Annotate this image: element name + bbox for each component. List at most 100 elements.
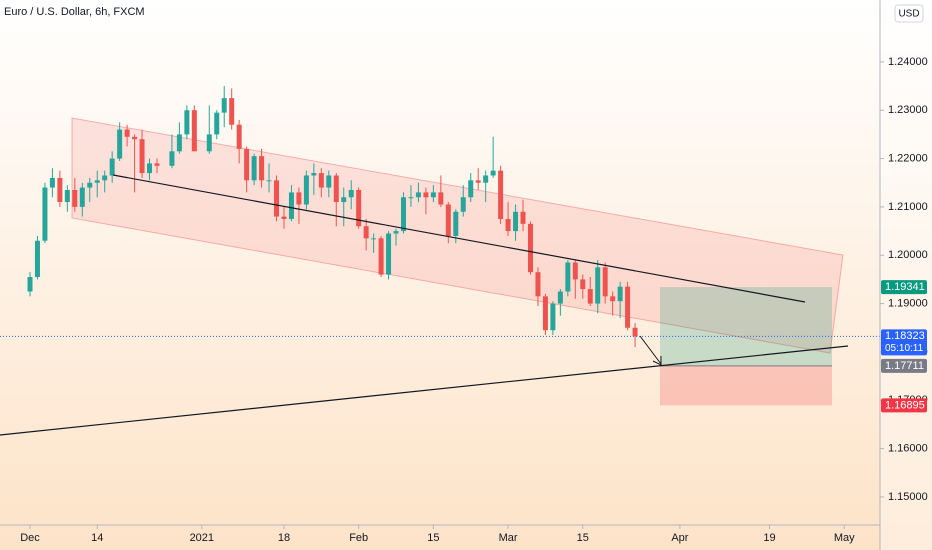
candle-body — [595, 267, 601, 304]
candle-body — [109, 158, 115, 176]
x-tick-label: Feb — [349, 532, 368, 544]
y-tick-label: 1.23000 — [888, 104, 928, 116]
loss-zone — [660, 365, 832, 406]
price-label-box — [881, 280, 927, 295]
candle-body — [587, 289, 593, 304]
candle-body — [453, 211, 459, 236]
candle-body — [610, 296, 616, 302]
candle-body — [147, 163, 153, 174]
candle-body — [535, 272, 541, 297]
candle-body — [117, 129, 123, 159]
candle-body — [94, 180, 100, 183]
candle-body — [602, 267, 608, 297]
candle-body — [445, 204, 451, 236]
y-tick-label: 1.16000 — [888, 443, 928, 455]
candle-body — [423, 192, 429, 198]
candle-body — [266, 180, 272, 182]
y-tick-label: 1.15000 — [888, 491, 928, 503]
currency-button-label[interactable]: USD — [898, 9, 919, 20]
candle-body — [191, 110, 197, 152]
candle-body — [520, 211, 526, 224]
candle-body — [348, 189, 354, 198]
y-tick-label: 1.20000 — [888, 249, 928, 261]
candle-body — [408, 197, 414, 199]
candle-body — [632, 327, 638, 337]
candle-body — [42, 187, 48, 241]
x-tick-label: 18 — [278, 532, 290, 544]
candle-body — [102, 175, 108, 181]
y-tick-label: 1.19000 — [888, 297, 928, 309]
price-label: 1.16895 — [885, 399, 925, 411]
candle-body — [371, 238, 377, 240]
x-tick-label: 19 — [763, 532, 775, 544]
candle-body — [34, 240, 40, 278]
chart-title: Euro / U.S. Dollar, 6h, FXCM — [4, 6, 145, 18]
candle-body — [483, 175, 489, 183]
trend-line — [112, 174, 806, 303]
candle-body — [87, 182, 93, 188]
candle-body — [341, 197, 347, 203]
x-tick-label: 2021 — [190, 532, 214, 544]
trend-line — [0, 345, 849, 436]
candle-body — [274, 180, 280, 217]
currency-button[interactable] — [894, 4, 924, 23]
candle-body — [206, 134, 212, 152]
candle-body — [288, 192, 294, 219]
price-label-box — [881, 398, 927, 413]
candle-body — [438, 192, 444, 205]
candle-body — [303, 175, 309, 205]
x-tick-label: Apr — [671, 532, 688, 544]
candle-body — [393, 231, 399, 234]
candle-body — [565, 262, 571, 292]
candle-body — [27, 277, 33, 292]
candle-body — [378, 238, 384, 275]
candle-body — [430, 192, 436, 198]
candle-body — [139, 139, 145, 174]
candle-body — [572, 262, 578, 280]
candle-body — [460, 197, 466, 212]
candle-body — [333, 175, 339, 203]
candle-body — [513, 211, 519, 232]
y-tick-label: 1.21000 — [888, 201, 928, 213]
candle-body — [363, 226, 369, 239]
price-axis — [880, 0, 932, 550]
y-tick-label: 1.22000 — [888, 152, 928, 164]
x-tick-label: 15 — [577, 532, 589, 544]
candle-body — [625, 286, 631, 328]
candle-body — [169, 151, 175, 166]
candle-body — [72, 189, 78, 207]
arrow — [639, 335, 662, 365]
candle-body — [229, 98, 235, 125]
candle-body — [326, 175, 332, 188]
countdown: 05:10:11 — [885, 343, 924, 354]
candle-body — [79, 187, 85, 207]
candle-body — [64, 189, 70, 203]
candle-body — [415, 192, 421, 198]
candle-body — [550, 303, 556, 331]
candle-body — [57, 177, 63, 203]
candle-body — [527, 223, 533, 273]
candle-body — [214, 112, 220, 135]
candle-body — [401, 197, 406, 232]
candle-body — [557, 291, 563, 304]
price-label: 1.19341 — [885, 281, 925, 293]
candle-body — [617, 286, 623, 302]
candle-body — [498, 170, 504, 219]
candle-body — [490, 170, 496, 176]
candle-body — [244, 148, 250, 181]
x-tick-label: 14 — [91, 532, 103, 544]
arrow-head — [652, 356, 662, 366]
x-tick-label: May — [834, 532, 855, 544]
price-label: 1.17711 — [885, 360, 924, 372]
candle-body — [154, 163, 160, 166]
candle-body — [259, 156, 265, 181]
candle-body — [505, 218, 511, 232]
candle-body — [184, 110, 190, 135]
candle-body — [176, 134, 182, 152]
candle-body — [49, 177, 55, 188]
x-tick-label: Mar — [499, 532, 518, 544]
x-tick-label: Dec — [20, 532, 40, 544]
